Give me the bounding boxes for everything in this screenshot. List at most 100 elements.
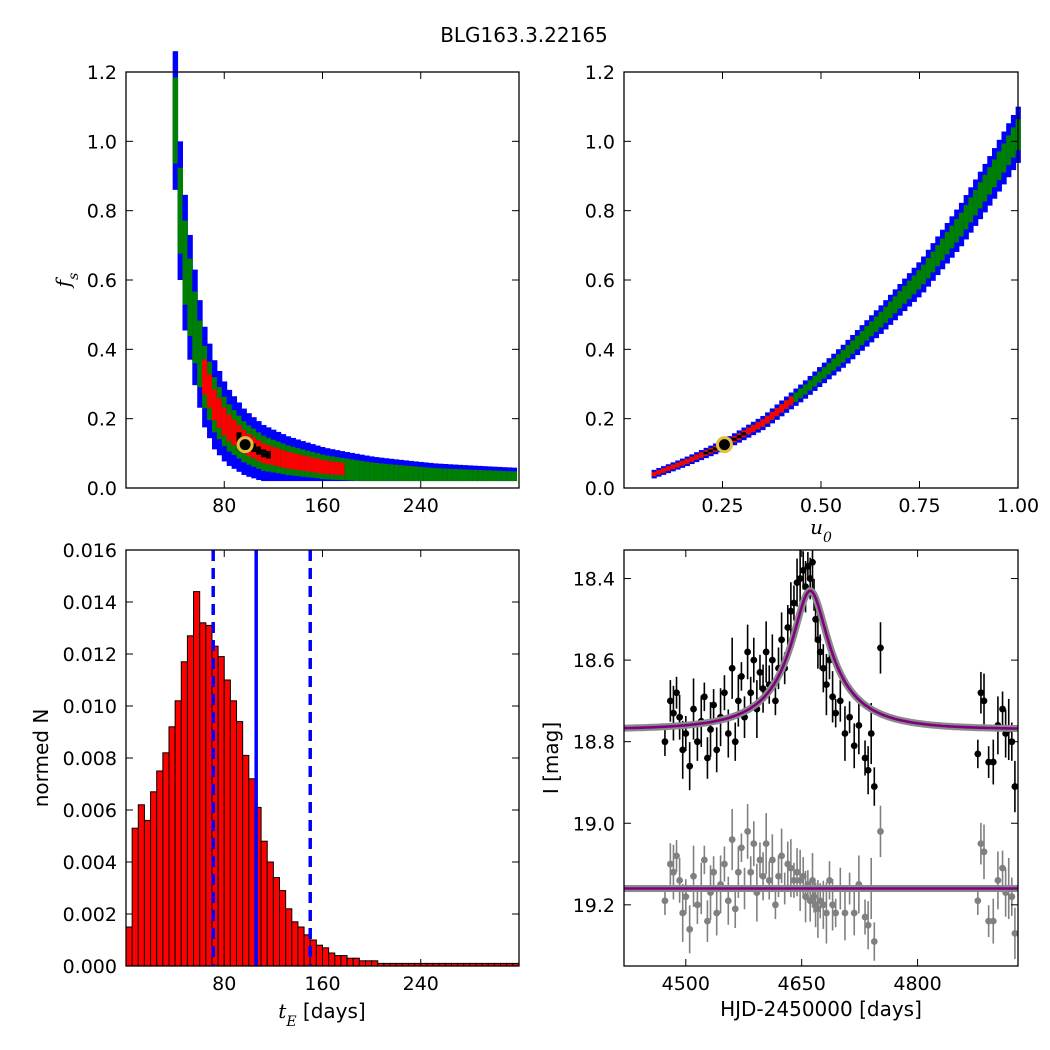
histogram-bar <box>205 624 213 967</box>
heatmap-cell-middle <box>873 316 880 332</box>
residual-point <box>1011 929 1018 937</box>
heatmap-cell-inner <box>320 459 326 474</box>
residual-point <box>974 897 982 905</box>
data-point <box>768 656 776 664</box>
heatmap-cell-inner <box>202 359 208 395</box>
panel3-ylabel: normed N <box>29 709 53 808</box>
heatmap-cell-inner <box>339 462 346 476</box>
residual-point <box>690 872 697 880</box>
heatmap-cell-core <box>708 449 714 453</box>
heatmap-cell-middle <box>821 367 828 379</box>
histogram-bar <box>279 890 287 967</box>
heatmap-cell-middle <box>921 264 927 285</box>
plot-frame <box>623 71 1019 489</box>
residual-point <box>756 856 764 864</box>
residual-point <box>994 876 1002 884</box>
panel-light-curve: 4500 4650 4800 18.4 18.6 18.8 19.0 19.2 HJD-245… <box>539 549 1019 1021</box>
data-point <box>661 738 669 746</box>
histogram-bar <box>137 804 145 967</box>
residual-point <box>864 921 872 929</box>
histogram-bar <box>193 591 201 967</box>
heatmap-cell-middle <box>408 466 414 482</box>
heatmap-cell-middle <box>963 205 969 230</box>
heatmap-cell-middle <box>906 280 913 300</box>
data-point <box>756 668 764 676</box>
histogram-bar <box>229 700 238 967</box>
heatmap-cell-middle <box>1006 135 1012 166</box>
y-tick-label: 18.6 <box>573 650 615 672</box>
histogram-bar <box>291 921 299 967</box>
model-curve <box>624 589 1018 730</box>
data-point <box>846 713 853 721</box>
heatmap-cell-middle <box>418 466 424 482</box>
heatmap-cell-inner <box>769 412 776 420</box>
residual-point <box>734 868 742 876</box>
data-point <box>809 558 816 566</box>
heatmap-cell-inner <box>275 448 282 467</box>
residual-point <box>841 909 849 917</box>
y-tick-label: 0.2 <box>87 409 117 431</box>
y-tick-label: 0.010 <box>63 696 117 718</box>
histogram-bar <box>358 960 366 967</box>
data-point <box>816 648 824 656</box>
y-tick-label: 0.000 <box>63 956 117 978</box>
histogram-bar <box>285 908 293 967</box>
x-tick-label: 1.00 <box>997 495 1039 517</box>
heatmap-cell-middle <box>423 467 429 482</box>
heatmap-cell-middle <box>864 326 870 341</box>
data-point <box>721 689 728 697</box>
heatmap-cell-middle <box>859 330 865 346</box>
heatmap-cell-middle <box>472 469 478 482</box>
data-point <box>832 709 840 717</box>
residual-point <box>765 876 773 884</box>
heatmap-cell-inner <box>315 458 321 473</box>
heatmap-cell-inner <box>295 454 301 471</box>
data-point <box>731 738 739 746</box>
heatmap-cell-core <box>261 449 267 458</box>
heatmap-cell-core <box>256 446 262 455</box>
y-tick-label: 1.0 <box>585 131 615 153</box>
heatmap-cell-inner <box>300 455 306 471</box>
heatmap-cell-inner <box>774 408 780 416</box>
heatmap-cell-middle <box>192 291 198 364</box>
heatmap-cell-middle <box>854 335 861 350</box>
panel4-xlabel: HJD-2450000 [days] <box>720 997 922 1021</box>
histogram-bar <box>217 656 225 967</box>
residual-point <box>750 840 758 848</box>
heatmap-cell-core <box>236 432 242 443</box>
heatmap-cell-middle <box>177 167 183 254</box>
heatmap-cell-inner <box>670 464 676 470</box>
heatmap-cell-inner <box>651 471 657 477</box>
histogram-bar <box>186 635 195 967</box>
histogram-bar <box>180 661 188 967</box>
y-tick-label: 19.0 <box>573 813 615 835</box>
data-point <box>704 754 711 762</box>
histogram-bar <box>352 957 360 967</box>
y-tick-label: 1.2 <box>87 62 117 84</box>
heatmap-cell-inner <box>689 456 695 462</box>
data-point <box>877 644 884 652</box>
heatmap-cell-middle <box>845 345 851 359</box>
heatmap-cell-middle <box>887 301 894 319</box>
data-point <box>861 754 869 762</box>
heatmap-cell-core <box>703 451 709 455</box>
heatmap-cell-middle <box>197 320 203 388</box>
residual-point <box>747 868 755 876</box>
heatmap-cell-middle <box>354 460 360 481</box>
data-point <box>690 705 697 713</box>
heatmap-cell-inner <box>221 407 228 436</box>
histogram-bar <box>272 877 281 967</box>
residual-point <box>772 901 779 909</box>
histogram-bar <box>371 960 379 967</box>
data-point <box>850 742 858 750</box>
residual-point <box>810 893 818 901</box>
heatmap-cell-middle <box>398 465 405 482</box>
heatmap-cell-middle <box>897 291 903 309</box>
heatmap-cell-inner <box>661 468 667 473</box>
x-tick-label: 4500 <box>662 973 710 995</box>
x-tick-label: 4800 <box>893 973 941 995</box>
panel-fs-vs-tE: 80 160 240 0.0 0.2 0.4 0.6 0.8 1.0 1.2 fs <box>51 51 520 517</box>
data-point <box>676 713 684 721</box>
panel2-frame <box>623 71 1019 489</box>
heatmap-cell-inner <box>783 400 790 409</box>
